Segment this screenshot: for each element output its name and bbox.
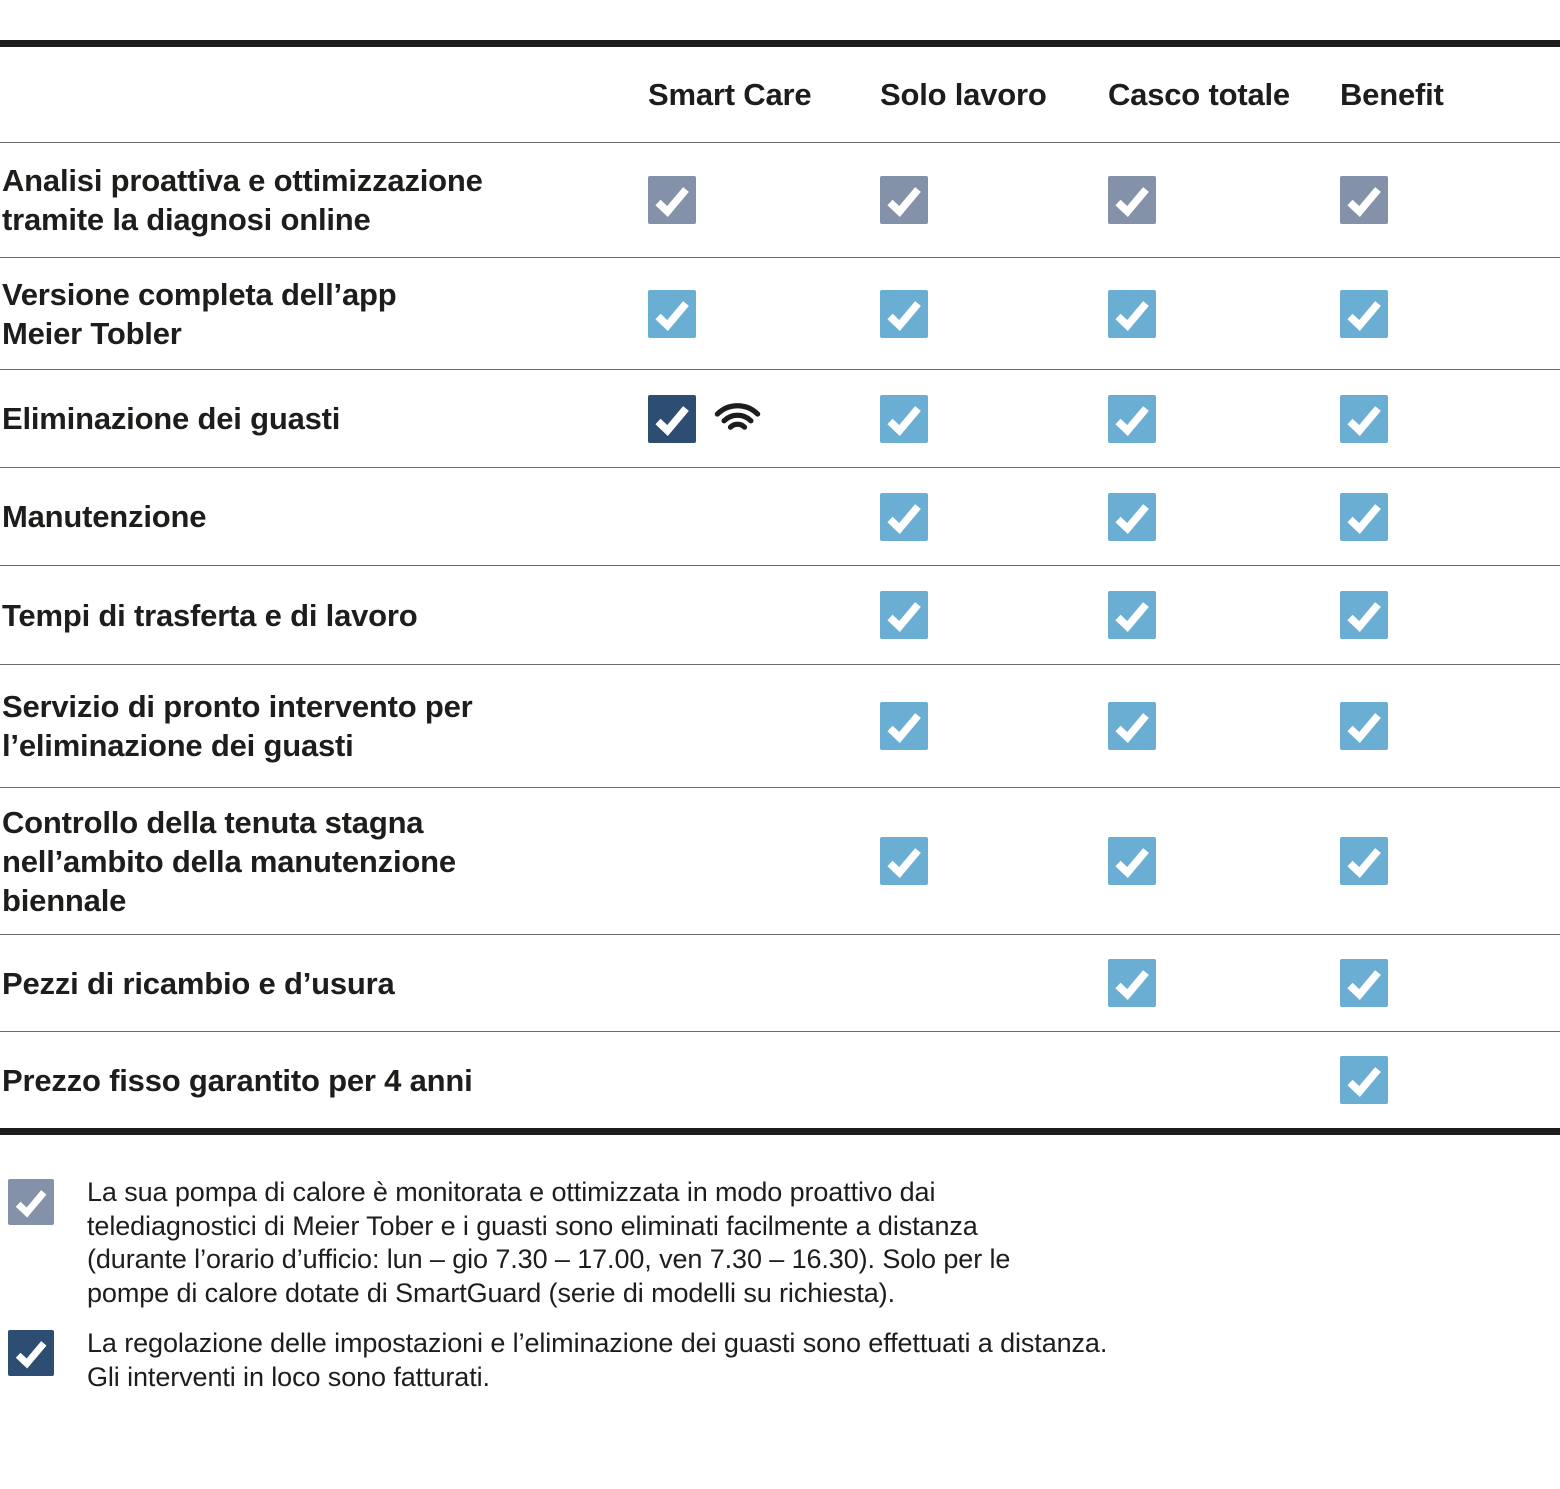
checkmark-icon-blue bbox=[1340, 959, 1388, 1007]
table-bottom-rule bbox=[0, 1128, 1560, 1135]
checkmark-icon-blue bbox=[880, 837, 928, 885]
table-row: Tempi di trasferta e di lavoro bbox=[0, 566, 1560, 665]
checkmark-icon-slate bbox=[880, 176, 928, 224]
checkmark-icon-blue bbox=[1108, 492, 1156, 541]
check-cell bbox=[1340, 591, 1560, 639]
check-cell bbox=[1340, 176, 1560, 224]
checkmark-icon-blue bbox=[1340, 591, 1388, 639]
service-comparison-page: Smart Care Solo lavoro Casco totale Benefit… bbox=[0, 40, 1560, 1489]
table-row: Versione completa dell’app Meier Tobler bbox=[0, 258, 1560, 370]
row-label: Eliminazione dei guasti bbox=[2, 401, 341, 436]
check-cell bbox=[1340, 394, 1560, 443]
checkmark-icon-slate bbox=[648, 176, 696, 224]
row-label: Controllo della tenuta stagna nell’ambit… bbox=[2, 804, 456, 918]
table-row: Eliminazione dei guasti bbox=[0, 370, 1560, 468]
row-label: Versione completa dell’app Meier Tobler bbox=[2, 276, 397, 351]
check-cell bbox=[880, 394, 1108, 443]
check-cell bbox=[648, 289, 880, 338]
check-cell bbox=[1340, 702, 1560, 750]
check-cell bbox=[1108, 289, 1340, 338]
checkmark-icon-slate bbox=[1108, 176, 1156, 224]
check-cell bbox=[648, 394, 880, 443]
checkmark-icon-blue bbox=[1108, 289, 1156, 338]
legend-text-navy: La regolazione delle impostazioni e l’el… bbox=[87, 1328, 1108, 1392]
table-header-row: Smart Care Solo lavoro Casco totale Benefit bbox=[0, 47, 1560, 143]
checkmark-icon-blue bbox=[1108, 959, 1156, 1007]
table-body: Analisi proattiva e ottimizzazione trami… bbox=[0, 143, 1560, 1128]
table-row: Pezzi di ricambio e d’usura bbox=[0, 935, 1560, 1032]
checkmark-icon-blue bbox=[880, 289, 928, 338]
check-cell bbox=[1108, 492, 1340, 541]
checkmark-icon-blue bbox=[1340, 289, 1388, 338]
check-cell bbox=[880, 492, 1108, 541]
checkmark-icon-blue bbox=[1108, 394, 1156, 443]
check-cell bbox=[1340, 289, 1560, 338]
checkmark-icon-blue bbox=[880, 492, 928, 541]
table-row: Servizio di pronto intervento per l’elim… bbox=[0, 665, 1560, 788]
checkmark-icon-blue bbox=[1340, 394, 1388, 443]
checkmark-icon-blue bbox=[880, 591, 928, 639]
check-cell bbox=[880, 591, 1108, 639]
check-cell bbox=[1340, 837, 1560, 885]
checkmark-icon-navy bbox=[8, 1330, 54, 1376]
legend-item-slate: La sua pompa di calore è monitorata e ot… bbox=[8, 1176, 1560, 1310]
checkmark-icon-slate bbox=[1340, 176, 1388, 224]
check-cell bbox=[1108, 959, 1340, 1007]
check-cell bbox=[1108, 591, 1340, 639]
row-label: Servizio di pronto intervento per l’elim… bbox=[2, 689, 473, 763]
column-header-casco-totale: Casco totale bbox=[1108, 76, 1290, 112]
wifi-icon bbox=[709, 400, 766, 438]
column-header-solo-lavoro: Solo lavoro bbox=[880, 76, 1047, 112]
check-cell bbox=[1340, 492, 1560, 541]
check-cell bbox=[1108, 394, 1340, 443]
check-cell bbox=[1108, 837, 1340, 885]
checkmark-icon-blue bbox=[880, 394, 928, 443]
checkmark-icon-blue bbox=[1340, 702, 1388, 750]
row-label: Manutenzione bbox=[2, 499, 207, 534]
row-label: Prezzo fisso garantito per 4 anni bbox=[2, 1062, 473, 1098]
row-label: Pezzi di ricambio e d’usura bbox=[2, 965, 395, 1001]
check-cell bbox=[880, 837, 1108, 885]
checkmark-icon-blue bbox=[1340, 1056, 1388, 1104]
check-cell bbox=[1108, 176, 1340, 224]
checkmark-icon-blue bbox=[1340, 837, 1388, 885]
check-cell bbox=[1340, 1056, 1560, 1104]
table-row: Analisi proattiva e ottimizzazione trami… bbox=[0, 143, 1560, 258]
checkmark-icon-blue bbox=[1340, 492, 1388, 541]
row-label: Analisi proattiva e ottimizzazione trami… bbox=[2, 163, 483, 237]
column-header-smart-care: Smart Care bbox=[648, 76, 812, 112]
check-cell bbox=[1340, 959, 1560, 1007]
table-row: Prezzo fisso garantito per 4 anni bbox=[0, 1032, 1560, 1128]
check-cell bbox=[880, 702, 1108, 750]
check-cell bbox=[880, 289, 1108, 338]
check-cell bbox=[648, 176, 880, 224]
column-header-benefit: Benefit bbox=[1340, 76, 1444, 112]
row-label: Tempi di trasferta e di lavoro bbox=[2, 597, 418, 633]
checkmark-icon-blue bbox=[1108, 837, 1156, 885]
legend-text-slate: La sua pompa di calore è monitorata e ot… bbox=[87, 1177, 1011, 1308]
checkmark-icon-blue bbox=[648, 289, 696, 338]
checkmark-icon-navy bbox=[648, 394, 696, 443]
service-comparison-table: Smart Care Solo lavoro Casco totale Benefit… bbox=[0, 40, 1560, 1135]
table-top-rule bbox=[0, 40, 1560, 47]
legend: La sua pompa di calore è monitorata e ot… bbox=[8, 1176, 1560, 1394]
checkmark-icon-blue bbox=[1108, 591, 1156, 639]
checkmark-icon-blue bbox=[880, 702, 928, 750]
table-row: Manutenzione bbox=[0, 468, 1560, 566]
legend-item-navy: La regolazione delle impostazioni e l’el… bbox=[8, 1327, 1560, 1394]
checkmark-icon-blue bbox=[1108, 702, 1156, 750]
check-cell bbox=[1108, 702, 1340, 750]
checkmark-icon-slate bbox=[8, 1179, 54, 1225]
check-cell bbox=[880, 176, 1108, 224]
table-row: Controllo della tenuta stagna nell’ambit… bbox=[0, 788, 1560, 935]
